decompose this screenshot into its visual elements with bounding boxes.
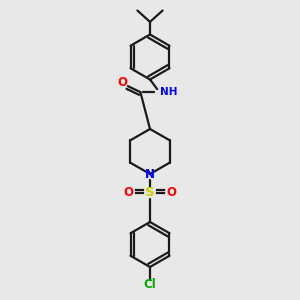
Text: Cl: Cl <box>144 278 156 291</box>
Text: O: O <box>117 76 128 89</box>
Text: NH: NH <box>160 87 177 97</box>
Text: N: N <box>145 167 155 181</box>
Text: O: O <box>167 186 177 199</box>
Text: O: O <box>123 186 134 199</box>
Text: S: S <box>145 186 155 199</box>
